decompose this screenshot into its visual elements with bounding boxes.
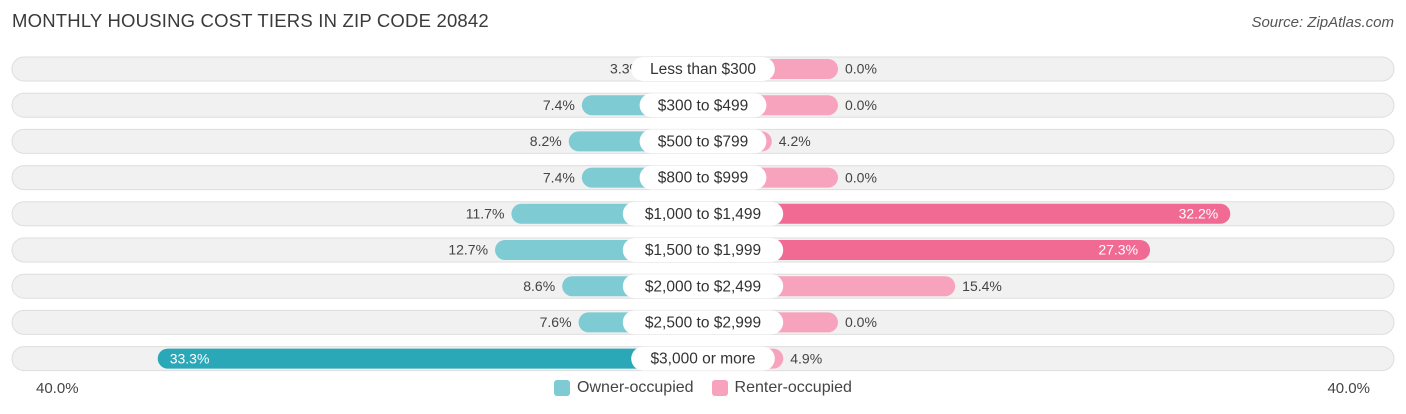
renter-value-label: 0.0% xyxy=(845,61,877,77)
category-label: $800 to $999 xyxy=(658,170,749,187)
category-label: $2,500 to $2,999 xyxy=(645,314,761,331)
owner-value-label: 8.6% xyxy=(523,278,555,294)
owner-value-label: 11.7% xyxy=(466,206,505,222)
legend-label-owner: Owner-occupied xyxy=(577,379,694,396)
axis-min-label: 40.0% xyxy=(36,380,79,397)
category-pill xyxy=(622,201,784,226)
category-pill xyxy=(622,238,784,262)
category-label: $2,000 to $2,499 xyxy=(645,278,761,295)
owner-value-label: 8.2% xyxy=(530,133,562,149)
category-pill xyxy=(631,57,775,81)
legend-label-renter: Renter-occupied xyxy=(734,379,852,396)
owner-bar xyxy=(157,348,703,369)
chart-title: MONTHLY HOUSING COST TIERS IN ZIP CODE 2… xyxy=(12,10,489,31)
category-label: $300 to $499 xyxy=(658,97,749,114)
legend-swatch-owner xyxy=(554,380,571,396)
category-pill xyxy=(622,274,784,299)
renter-value-label: 0.0% xyxy=(845,97,877,113)
category-pill xyxy=(631,346,775,371)
legend-item-renter: Renter-occupied xyxy=(711,379,852,397)
category-pill xyxy=(639,93,767,118)
renter-value-label: 32.2% xyxy=(1179,206,1219,222)
owner-value-label: 7.4% xyxy=(543,97,575,113)
owner-value-label: 7.6% xyxy=(540,314,572,330)
legend: Owner-occupied Renter-occupied xyxy=(0,379,1406,397)
renter-value-label: 27.3% xyxy=(1098,242,1138,258)
source-note: Source: ZipAtlas.com xyxy=(1251,14,1394,31)
renter-value-label: 4.9% xyxy=(790,350,822,366)
category-label: $1,000 to $1,499 xyxy=(645,206,761,223)
category-pill xyxy=(622,310,784,335)
owner-value-label: 33.3% xyxy=(170,350,210,366)
renter-value-label: 0.0% xyxy=(845,314,877,330)
legend-item-owner: Owner-occupied xyxy=(554,379,694,397)
renter-bar xyxy=(703,203,1231,224)
renter-value-label: 0.0% xyxy=(845,169,877,185)
legend-swatch-renter xyxy=(711,380,728,396)
owner-value-label: 12.7% xyxy=(448,242,488,258)
owner-value-label: 7.4% xyxy=(543,169,575,185)
category-label: $500 to $799 xyxy=(658,133,749,150)
renter-bar xyxy=(703,240,1151,260)
category-label: $1,500 to $1,999 xyxy=(645,242,761,259)
category-label: $3,000 or more xyxy=(650,351,755,368)
renter-value-label: 15.4% xyxy=(962,278,1002,294)
category-pill xyxy=(639,165,767,190)
category-pill xyxy=(639,129,767,154)
axis-max-label: 40.0% xyxy=(1327,380,1370,397)
renter-value-label: 4.2% xyxy=(779,133,811,149)
category-label: Less than $300 xyxy=(650,61,756,78)
